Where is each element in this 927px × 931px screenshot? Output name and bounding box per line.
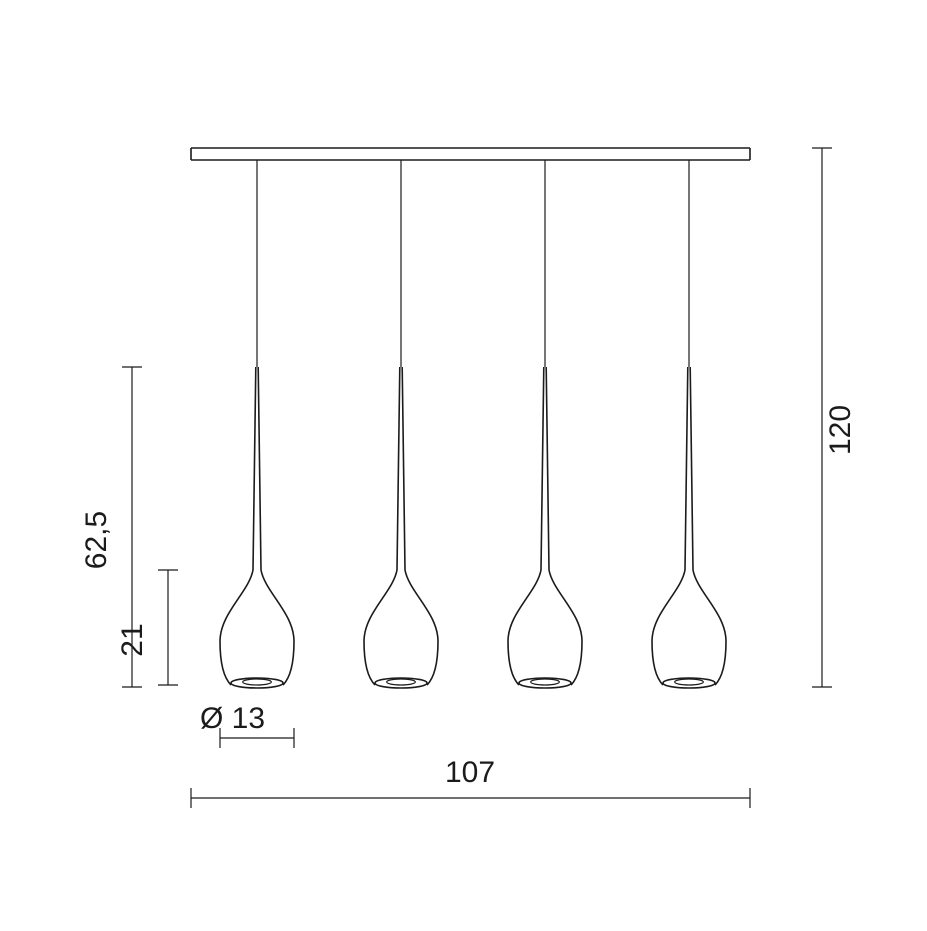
pendant-stem-right: [690, 367, 693, 570]
pendant-stem-right: [546, 367, 549, 570]
pendant-stem-left: [397, 367, 400, 570]
dim-drop-height-label: 62,5: [80, 511, 113, 569]
pendant-bulb-outline: [508, 570, 582, 685]
pendant-stem-right: [258, 367, 261, 570]
pendant-bulb-outline: [652, 570, 726, 685]
pendant-bulb-inner: [387, 679, 416, 685]
pendant-stem-left: [541, 367, 544, 570]
dim-bulb-height-label: 21: [116, 623, 149, 656]
pendant-bulb-inner: [675, 679, 704, 685]
pendant-bulb-inner: [531, 679, 560, 685]
pendant-bulb-outline: [364, 570, 438, 685]
pendant-bulb-outline: [220, 570, 294, 685]
dim-total-height-label: 120: [824, 405, 857, 455]
pendant-stem-right: [402, 367, 405, 570]
pendant-stem-left: [685, 367, 688, 570]
dim-bulb-diameter-label: Ø 13: [200, 702, 265, 735]
pendant-bulb-inner: [243, 679, 272, 685]
pendant-stem-left: [253, 367, 256, 570]
dim-total-width-label: 107: [445, 756, 495, 789]
